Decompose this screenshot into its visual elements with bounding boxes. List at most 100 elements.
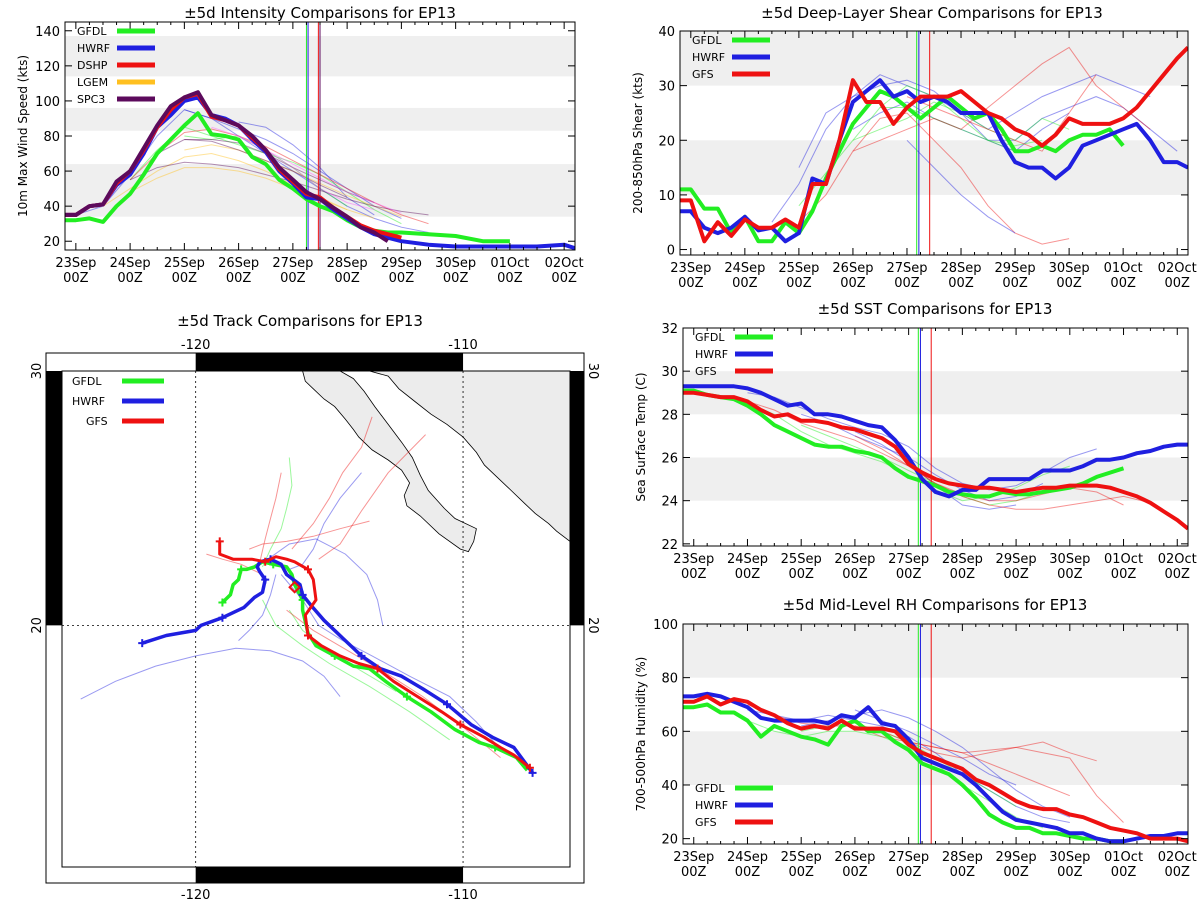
shear-title: ±5d Deep-Layer Shear Comparisons for EP1… (761, 4, 1103, 22)
y-tick-label: 80 (43, 130, 60, 145)
shear-plot-area (680, 31, 1188, 255)
series-spc3-line (65, 90, 389, 243)
x-tick-label: 00Z (896, 865, 922, 880)
intensity-plot-area (65, 22, 575, 250)
track-gfs-marker (215, 537, 224, 546)
x-tick-label: 28Sep (942, 850, 983, 865)
sst-plot-area (683, 328, 1188, 546)
legend-entry-hwrf: HWRF (77, 42, 155, 55)
lon-tick-label-top: -120 (181, 338, 211, 353)
ensemble-line-6 (798, 112, 1070, 245)
y-tick-label: 10 (658, 189, 675, 204)
x-tick-label: 23Sep (670, 261, 711, 276)
y-tick-label: 120 (35, 60, 60, 75)
x-tick-label: 02Oct (545, 256, 584, 271)
y-tick-label: 140 (35, 25, 60, 40)
y-axis-label: 10m Max Wind Speed (kts) (16, 55, 30, 217)
x-tick-label: 00Z (389, 271, 415, 286)
lon-tick-label-bottom: -110 (448, 888, 478, 900)
series-gfdl-line (683, 388, 1125, 499)
ensemble-line-12 (211, 126, 375, 211)
x-tick-label: 00Z (894, 276, 920, 291)
lat-tick-label-left: 30 (30, 363, 45, 380)
x-tick-label: 25Sep (778, 261, 819, 276)
y-tick-label: 60 (43, 165, 60, 180)
x-tick-label: 24Sep (110, 256, 151, 271)
x-tick-label: 01Oct (1104, 552, 1143, 567)
x-tick-label: 30Sep (435, 256, 476, 271)
ensemble-track-7 (249, 520, 370, 550)
x-tick-label: 00Z (788, 865, 814, 880)
x-tick-label: 00Z (735, 567, 761, 582)
map-border-bar (46, 371, 62, 626)
ensemble-track-0 (80, 647, 341, 700)
ensemble-track-1 (267, 538, 384, 626)
track-chart: ±5d Track Comparisons for EP13 -120 -120 -1… (30, 312, 600, 900)
x-tick-label: 28Sep (940, 261, 981, 276)
y-tick-label: 20 (661, 833, 678, 848)
track-hwrf-marker (138, 639, 147, 648)
x-tick-label: 26Sep (834, 552, 875, 567)
sst-title: ±5d SST Comparisons for EP13 (818, 300, 1053, 318)
track-hwrf-line (141, 557, 535, 774)
ensemble-line-2 (852, 96, 1178, 152)
y-tick-label: 80 (661, 672, 678, 687)
ensemble-line-10 (184, 139, 375, 204)
lon-tick-label-bottom: -120 (181, 888, 211, 900)
x-tick-label: 28Sep (942, 552, 983, 567)
x-tick-label: 02Oct (1158, 850, 1197, 865)
y-tick-label: 22 (661, 538, 678, 553)
x-tick-label: 01Oct (1104, 261, 1143, 276)
x-tick-label: 00Z (732, 276, 758, 291)
x-tick-label: 00Z (681, 567, 707, 582)
series-hwrf-line (683, 384, 1188, 499)
ensemble-line-6 (854, 725, 1124, 823)
legend-entry-hwrf: HWRF (695, 348, 773, 361)
x-tick-label: 23Sep (673, 552, 714, 567)
sst-chart: ±5d SST Comparisons for EP13 22 24 26 28 30 32… (634, 300, 1197, 582)
x-tick-label: 00Z (1056, 276, 1082, 291)
y-tick-label: 20 (658, 134, 675, 149)
ensemble-track-13 (238, 574, 277, 641)
legend-entry-gfdl: GFDL (72, 375, 164, 388)
x-tick-label: 00Z (950, 865, 976, 880)
x-tick-label: 30Sep (1049, 261, 1090, 276)
x-tick-label: 27Sep (886, 261, 927, 276)
y-tick-label: 40 (658, 25, 675, 40)
x-tick-label: 02Oct (1158, 261, 1197, 276)
legend-label: GFS (695, 816, 717, 829)
x-tick-label: 00Z (1165, 865, 1191, 880)
legend-label: DSHP (77, 59, 108, 72)
ensemble-line-5 (879, 85, 1016, 152)
ensemble-line-1 (798, 74, 1151, 168)
legend-label: HWRF (77, 42, 110, 55)
legend-entry-hwrf: HWRF (692, 51, 770, 64)
x-tick-label: 00Z (551, 271, 577, 286)
ensemble-track-8 (259, 472, 282, 562)
ensemble-line-8 (906, 74, 1097, 152)
lat-tick-label-right: 30 (585, 363, 600, 380)
track-gfdl-marker (218, 598, 227, 607)
x-tick-label: 26Sep (834, 850, 875, 865)
y-tick-label: 24 (661, 495, 678, 510)
map-border-bar (195, 353, 464, 371)
x-tick-label: 29Sep (996, 552, 1037, 567)
map-inner-frame (61, 370, 571, 868)
x-tick-label: 28Sep (327, 256, 368, 271)
x-tick-label: 25Sep (781, 552, 822, 567)
x-tick-label: 00Z (117, 271, 143, 286)
x-tick-label: 26Sep (218, 256, 259, 271)
y-tick-label: 20 (43, 235, 60, 250)
track-gfs-marker (303, 631, 312, 640)
legend-label: GFDL (77, 25, 107, 38)
rh-title: ±5d Mid-Level RH Comparisons for EP13 (783, 596, 1088, 614)
x-tick-label: 00Z (1002, 276, 1028, 291)
series-gfs-line (680, 45, 1188, 244)
x-tick-label: 01Oct (490, 256, 529, 271)
x-tick-label: 00Z (840, 276, 866, 291)
x-tick-label: 23Sep (673, 850, 714, 865)
series-gfs-line (683, 694, 1188, 844)
y-tick-label: 26 (661, 452, 678, 467)
y-axis-label: Sea Surface Temp (C) (634, 372, 648, 501)
legend-label: GFS (86, 415, 108, 428)
